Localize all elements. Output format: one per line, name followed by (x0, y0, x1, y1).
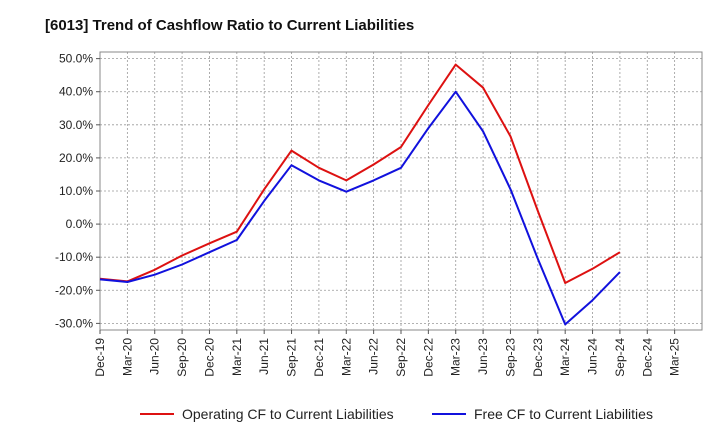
x-tick-label: Mar-24 (558, 338, 572, 376)
x-tick-label: Sep-20 (175, 338, 189, 377)
plot-area (99, 51, 703, 331)
x-tick-label: Jun-24 (586, 338, 600, 375)
x-tick-label: Mar-20 (120, 338, 134, 376)
x-tick-label: Dec-20 (202, 338, 216, 377)
y-tick-label: 20.0% (59, 151, 93, 165)
x-tick-label: Dec-19 (93, 338, 107, 377)
chart-title: [6013] Trend of Cashflow Ratio to Curren… (45, 17, 414, 34)
series-line-2 (99, 90, 621, 326)
x-tick-label: Mar-21 (230, 338, 244, 376)
x-tick-label: Sep-23 (503, 338, 517, 377)
x-tick-label: Mar-25 (668, 338, 682, 376)
y-axis: 50.0% 40.0% 30.0% 20.0% 10.0% 0.0% -10.0% -20.0… (55, 52, 100, 330)
y-tick-label: 40.0% (59, 85, 93, 99)
y-tick-label: 10.0% (59, 184, 93, 198)
y-tick-label: -30.0% (55, 316, 93, 330)
x-tick-label: Dec-24 (640, 338, 654, 377)
series-line-1 (99, 63, 621, 284)
y-tick-label: -20.0% (55, 283, 93, 297)
legend-label-2: Free CF to Current Liabilities (474, 406, 653, 422)
grid (100, 52, 702, 330)
x-tick-label: Mar-22 (339, 338, 353, 376)
x-tick-label: Dec-21 (312, 338, 326, 377)
x-tick-label: Sep-22 (394, 338, 408, 377)
legend-label-1: Operating CF to Current Liabilities (182, 406, 394, 422)
x-tick-label: Dec-23 (531, 338, 545, 377)
x-tick-label: Jun-23 (476, 338, 490, 375)
y-tick-label: 50.0% (59, 52, 93, 66)
x-axis: Dec-19 Mar-20 Jun-20 Sep-20 Dec-20 Mar-21 Jun-… (93, 330, 682, 377)
x-tick-label: Jun-21 (257, 338, 271, 375)
x-tick-label: Jun-22 (367, 338, 381, 375)
x-tick-label: Sep-21 (285, 338, 299, 377)
x-tick-label: Sep-24 (613, 338, 627, 377)
y-tick-label: -10.0% (55, 250, 93, 264)
x-tick-label: Dec-22 (421, 338, 435, 377)
series-group (99, 63, 621, 326)
x-tick-label: Jun-20 (148, 338, 162, 375)
y-tick-label: 30.0% (59, 118, 93, 132)
x-tick-label: Mar-23 (449, 338, 463, 376)
y-tick-label: 0.0% (66, 217, 94, 231)
legend: Operating CF to Current Liabilities Free … (140, 406, 653, 422)
